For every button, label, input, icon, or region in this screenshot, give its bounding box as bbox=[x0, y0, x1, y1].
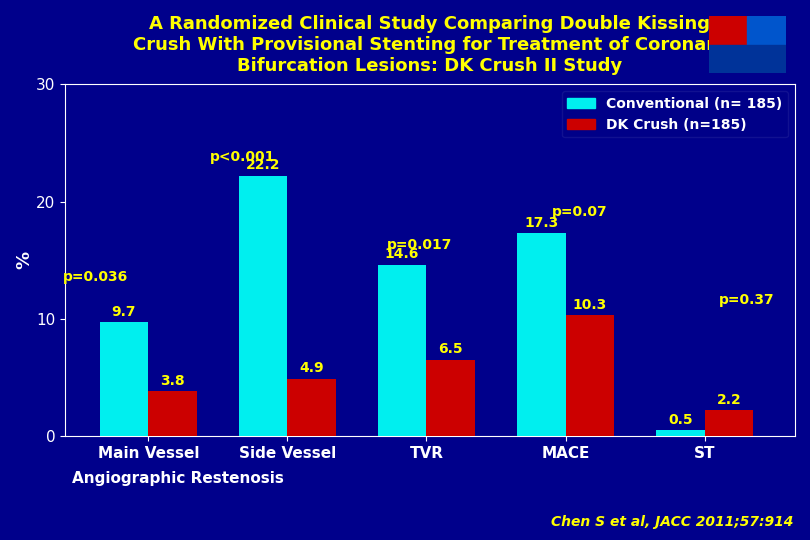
Text: p=0.036: p=0.036 bbox=[63, 269, 128, 284]
Text: p<0.001: p<0.001 bbox=[211, 150, 275, 164]
Text: Angiographic Restenosis: Angiographic Restenosis bbox=[72, 471, 284, 486]
Text: 2.2: 2.2 bbox=[717, 393, 741, 407]
Bar bbox=[517, 233, 565, 436]
Bar bbox=[288, 379, 336, 436]
Title: A Randomized Clinical Study Comparing Double Kissing
Crush With Provisional Sten: A Randomized Clinical Study Comparing Do… bbox=[133, 15, 727, 75]
Text: 0.5: 0.5 bbox=[668, 413, 693, 427]
Text: 3.8: 3.8 bbox=[160, 374, 185, 388]
Bar bbox=[100, 322, 148, 436]
Legend: Conventional (n= 185), DK Crush (n=185): Conventional (n= 185), DK Crush (n=185) bbox=[562, 91, 788, 138]
Bar bbox=[426, 360, 475, 436]
Bar bbox=[656, 430, 705, 436]
Bar bbox=[239, 176, 288, 436]
Text: 22.2: 22.2 bbox=[245, 158, 280, 172]
Text: 17.3: 17.3 bbox=[524, 216, 558, 230]
Text: p=0.37: p=0.37 bbox=[718, 293, 774, 307]
Bar bbox=[705, 410, 753, 436]
Text: Chen S et al, JACC 2011;57:914: Chen S et al, JACC 2011;57:914 bbox=[552, 515, 794, 529]
Bar bbox=[148, 392, 197, 436]
Text: 6.5: 6.5 bbox=[438, 342, 463, 356]
Text: 10.3: 10.3 bbox=[573, 298, 607, 312]
Bar bbox=[709, 45, 786, 73]
Bar bbox=[747, 16, 786, 45]
Text: 4.9: 4.9 bbox=[300, 361, 324, 375]
Bar bbox=[709, 16, 747, 45]
Text: 9.7: 9.7 bbox=[112, 305, 136, 319]
Bar bbox=[377, 265, 426, 436]
Text: p=0.07: p=0.07 bbox=[552, 205, 608, 219]
Y-axis label: %: % bbox=[15, 251, 33, 269]
Bar bbox=[565, 315, 614, 436]
Text: 14.6: 14.6 bbox=[385, 247, 420, 261]
Text: p=0.017: p=0.017 bbox=[387, 238, 452, 252]
